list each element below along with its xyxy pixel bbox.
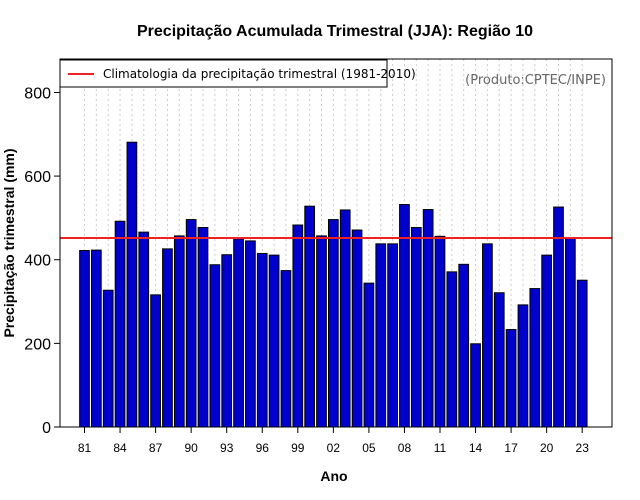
bar-1987 xyxy=(150,294,161,428)
bar-2015 xyxy=(482,243,493,428)
bar-1986 xyxy=(138,231,150,428)
bars xyxy=(79,141,588,428)
bar-2022 xyxy=(564,237,576,428)
y-tick-label: 800 xyxy=(24,85,51,102)
x-tick-label: 17 xyxy=(504,441,518,455)
bar-2014 xyxy=(470,343,481,428)
x-tick-label: 81 xyxy=(78,441,92,455)
bar-2003 xyxy=(339,209,351,428)
bar-2019 xyxy=(529,288,541,428)
x-tick-label: 08 xyxy=(398,441,412,455)
x-tick-label: 14 xyxy=(469,441,483,455)
x-tick-label: 05 xyxy=(362,441,376,455)
y-axis: 0 200 400 600 800 xyxy=(24,85,60,437)
y-tick-label: 400 xyxy=(24,253,51,270)
x-tick-label: 84 xyxy=(113,441,127,455)
bar-1995 xyxy=(245,240,256,428)
bar-2018 xyxy=(517,304,529,428)
bar-2013 xyxy=(458,263,470,428)
bar-2023 xyxy=(576,279,588,428)
bar-1992 xyxy=(209,264,221,428)
bar-2001 xyxy=(316,235,327,428)
bar-2009 xyxy=(410,227,422,428)
bar-1981 xyxy=(79,250,90,428)
bar-2002 xyxy=(327,219,339,428)
bar-1983 xyxy=(102,289,114,428)
bar-1996 xyxy=(256,252,268,428)
x-tick-label: 90 xyxy=(184,441,198,455)
x-tick-label: 23 xyxy=(576,441,590,455)
bar-2017 xyxy=(505,329,517,428)
x-tick-label: 20 xyxy=(540,441,554,455)
bar-1997 xyxy=(268,254,280,428)
bar-1989 xyxy=(173,235,185,428)
bar-2016 xyxy=(493,292,505,428)
y-tick-label: 0 xyxy=(42,420,51,437)
bar-2000 xyxy=(304,205,316,428)
legend-box xyxy=(59,59,388,88)
bar-1994 xyxy=(233,238,244,428)
credit-text: (Produto:CPTEC/INPE) xyxy=(465,73,606,88)
bar-2011 xyxy=(434,235,446,428)
bar-1985 xyxy=(126,141,138,428)
bar-2006 xyxy=(375,243,387,428)
x-tick-label: 02 xyxy=(327,441,341,455)
bar-2020 xyxy=(541,254,553,428)
bar-2010 xyxy=(422,209,434,428)
bar-2021 xyxy=(553,206,564,428)
y-tick-label: 600 xyxy=(24,169,51,186)
plot-frame xyxy=(59,58,613,428)
bar-1998 xyxy=(280,270,292,428)
bar-1988 xyxy=(162,248,173,428)
chart-title: Precipitação Acumulada Trimestral (JJA):… xyxy=(137,23,533,40)
bar-1993 xyxy=(221,254,233,428)
legend-label: Climatologia da precipitação trimestral … xyxy=(103,67,416,81)
bar-1982 xyxy=(90,249,102,428)
x-tick-label: 87 xyxy=(149,441,163,455)
y-tick-label: 200 xyxy=(24,336,51,353)
bar-1984 xyxy=(114,220,126,428)
bar-1990 xyxy=(185,219,197,428)
bar-1991 xyxy=(197,227,209,428)
bar-2005 xyxy=(363,282,375,428)
x-tick-label: 11 xyxy=(434,441,447,455)
x-tick-label: 93 xyxy=(220,441,234,455)
x-axis: 81 84 87 90 93 96 99 02 05 08 11 14 17 20 23 xyxy=(78,427,589,455)
bar-2012 xyxy=(446,271,458,428)
x-tick-label: 99 xyxy=(291,441,305,455)
bar-1999 xyxy=(292,224,304,428)
legend: Climatologia da precipitação trimestral … xyxy=(59,59,416,88)
y-axis-label: Precipitação trimestral (mm) xyxy=(1,148,17,337)
bar-2004 xyxy=(351,229,363,428)
bar-2007 xyxy=(387,243,398,428)
x-axis-label: Ano xyxy=(320,468,347,484)
x-tick-label: 96 xyxy=(256,441,270,455)
